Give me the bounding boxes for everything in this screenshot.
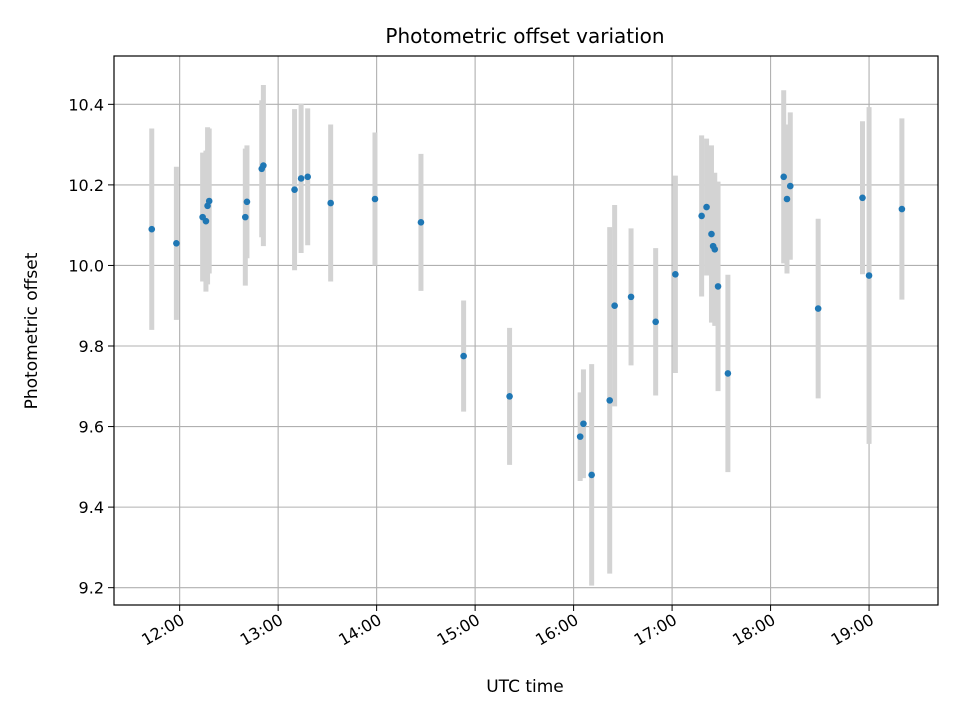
data-point bbox=[243, 198, 251, 206]
data-point bbox=[780, 173, 788, 181]
data-point bbox=[898, 205, 906, 213]
y-axis-title: Photometric offset bbox=[22, 252, 42, 409]
data-point bbox=[260, 162, 267, 169]
data-point bbox=[708, 230, 715, 238]
data-point bbox=[580, 420, 587, 428]
data-point bbox=[304, 173, 311, 181]
data-point bbox=[814, 305, 822, 312]
data-point bbox=[724, 370, 732, 377]
data-point bbox=[327, 199, 334, 207]
data-points bbox=[148, 162, 906, 479]
y-tick-label: 9.4 bbox=[79, 498, 104, 517]
data-point bbox=[202, 217, 210, 225]
data-point bbox=[588, 471, 595, 479]
y-tick-label: 10.2 bbox=[68, 176, 104, 195]
data-point bbox=[627, 293, 635, 301]
y-tick-label: 10.0 bbox=[68, 256, 104, 275]
y-tick-label: 9.8 bbox=[79, 337, 104, 356]
data-point bbox=[148, 225, 156, 233]
data-point bbox=[865, 272, 873, 279]
data-point bbox=[714, 283, 722, 290]
data-point bbox=[205, 197, 213, 205]
data-point bbox=[698, 212, 705, 220]
data-point bbox=[783, 195, 791, 203]
data-point bbox=[576, 433, 584, 440]
data-point bbox=[417, 219, 425, 226]
data-point bbox=[652, 318, 659, 326]
data-point bbox=[173, 239, 180, 247]
data-point bbox=[786, 182, 794, 190]
y-axis: 9.2 9.4 9.6 9.8 10.0 10.2 10.4 bbox=[68, 95, 114, 598]
data-point bbox=[371, 195, 379, 203]
data-point bbox=[242, 213, 249, 221]
data-point bbox=[859, 194, 866, 202]
y-tick-label: 10.4 bbox=[68, 95, 104, 114]
y-tick-label: 9.2 bbox=[79, 579, 104, 598]
x-axis-title: UTC time bbox=[486, 677, 564, 697]
data-point bbox=[297, 175, 305, 182]
data-point bbox=[672, 271, 679, 278]
data-point bbox=[611, 302, 618, 310]
y-tick-label: 9.6 bbox=[79, 418, 104, 437]
plot-frame bbox=[113, 55, 939, 606]
chart-title: Photometric offset variation bbox=[385, 24, 664, 48]
data-point bbox=[606, 397, 614, 404]
data-point bbox=[506, 393, 513, 400]
data-point bbox=[711, 246, 719, 253]
data-point bbox=[460, 352, 467, 360]
data-point bbox=[703, 203, 710, 211]
data-point bbox=[291, 186, 298, 194]
